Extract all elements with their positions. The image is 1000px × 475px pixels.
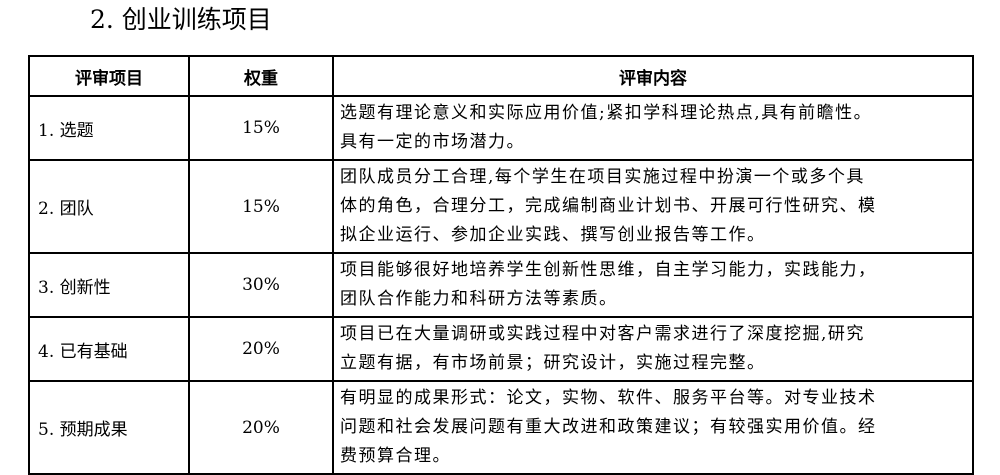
item-cell: 1. 选题 <box>28 95 190 161</box>
weight-cell: 20% <box>188 316 334 382</box>
content-line: 有明显的成果形式：论文，实物、软件、服务平台等。对专业技术 <box>340 388 877 408</box>
weight-cell: 20% <box>188 380 334 475</box>
content-line: 团队合作能力和科研方法等素质。 <box>340 289 618 309</box>
content-line: 立题有据，有市场前景；研究设计，实施过程完整。 <box>340 353 766 373</box>
content-line: 项目能够很好地培养学生创新性思维，自主学习能力，实践能力， <box>340 260 877 280</box>
table-row: 5. 预期成果 20% 有明显的成果形式：论文，实物、软件、服务平台等。对专业技… <box>28 380 974 475</box>
content-cell: 项目能够很好地培养学生创新性思维，自主学习能力，实践能力， 团队合作能力和科研方法… <box>332 252 974 318</box>
item-cell: 2. 团队 <box>28 159 190 254</box>
header-item: 评审项目 <box>28 55 190 97</box>
content-line: 费预算合理。 <box>340 446 451 466</box>
content-line: 体的角色，合理分工，完成编制商业计划书、开展可行性研究、模 <box>340 196 877 216</box>
content-line: 项目已在大量调研或实践过程中对客户需求进行了深度挖掘,研究 <box>340 324 865 344</box>
weight-cell: 30% <box>188 252 334 318</box>
header-weight: 权重 <box>188 55 334 97</box>
section-title: 2. 创业训练项目 <box>90 5 272 34</box>
table-row: 4. 已有基础 20% 项目已在大量调研或实践过程中对客户需求进行了深度挖掘,研… <box>28 316 974 382</box>
table-row: 3. 创新性 30% 项目能够很好地培养学生创新性思维，自主学习能力，实践能力，… <box>28 252 974 318</box>
content-line: 具有一定的市场潜力。 <box>340 132 525 152</box>
weight-cell: 15% <box>188 95 334 161</box>
evaluation-table: 评审项目 权重 评审内容 1. 选题 15% 选题有理论意义和实际应用价值;紧扣… <box>28 55 974 475</box>
table-row: 2. 团队 15% 团队成员分工合理,每个学生在项目实施过程中扮演一个或多个具体… <box>28 159 974 254</box>
header-content: 评审内容 <box>332 55 974 97</box>
content-cell: 项目已在大量调研或实践过程中对客户需求进行了深度挖掘,研究 立题有据，有市场前景；… <box>332 316 974 382</box>
content-cell: 选题有理论意义和实际应用价值;紧扣学科理论热点,具有前瞻性。 具有一定的市场潜力。 <box>332 95 974 161</box>
content-line: 问题和社会发展问题有重大改进和政策建议；有较强实用价值。经 <box>340 417 877 437</box>
table-header-row: 评审项目 权重 评审内容 <box>28 55 974 97</box>
item-cell: 4. 已有基础 <box>28 316 190 382</box>
content-line: 团队成员分工合理,每个学生在项目实施过程中扮演一个或多个具 <box>340 167 865 187</box>
content-cell: 团队成员分工合理,每个学生在项目实施过程中扮演一个或多个具 体的角色，合理分工，完… <box>332 159 974 254</box>
table-row: 1. 选题 15% 选题有理论意义和实际应用价值;紧扣学科理论热点,具有前瞻性。… <box>28 95 974 161</box>
content-line: 选题有理论意义和实际应用价值;紧扣学科理论热点,具有前瞻性。 <box>340 103 873 123</box>
item-cell: 3. 创新性 <box>28 252 190 318</box>
content-line: 拟企业运行、参加企业实践、撰写创业报告等工作。 <box>340 225 766 245</box>
content-cell: 有明显的成果形式：论文，实物、软件、服务平台等。对专业技术 问题和社会发展问题有重… <box>332 380 974 475</box>
item-cell: 5. 预期成果 <box>28 380 190 475</box>
weight-cell: 15% <box>188 159 334 254</box>
